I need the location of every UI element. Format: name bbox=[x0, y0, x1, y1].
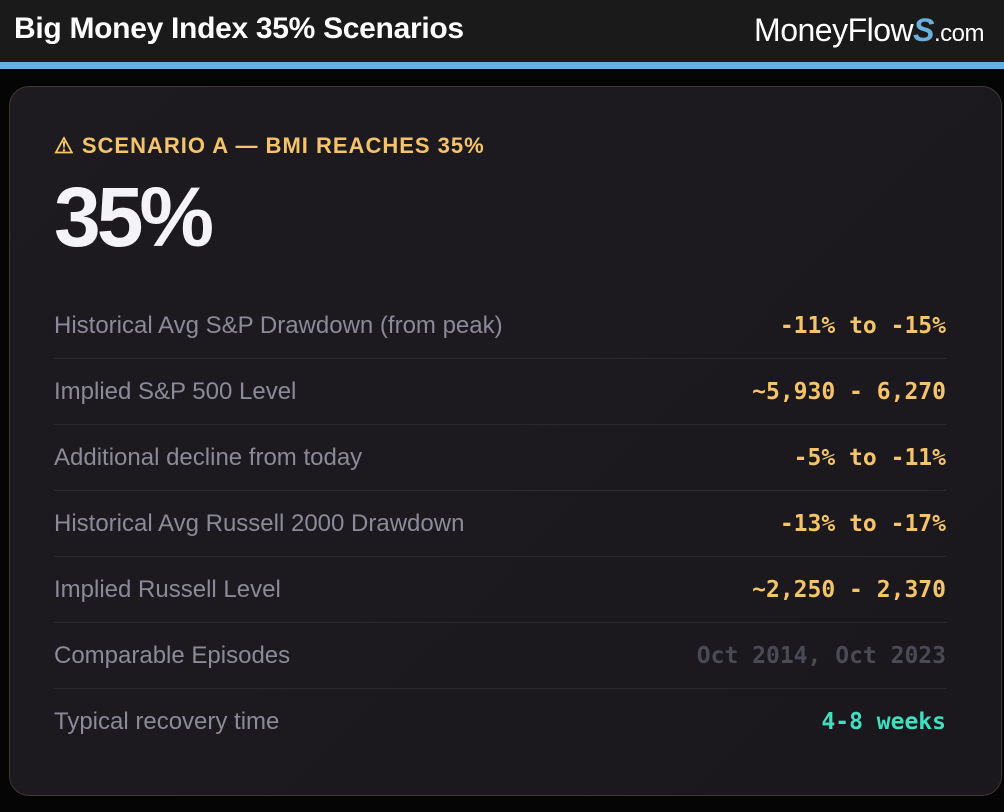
metric-row: Implied S&P 500 Level ~5,930 - 6,270 bbox=[54, 359, 946, 425]
bmi-level-value: 35% bbox=[54, 170, 214, 264]
scenario-label: ⚠ SCENARIO A — BMI REACHES 35% bbox=[54, 133, 485, 158]
logo-suffix: .com bbox=[933, 20, 985, 47]
metric-value: -13% to -17% bbox=[779, 510, 946, 537]
metric-value: 4-8 weeks bbox=[821, 709, 946, 735]
metric-row: Historical Avg Russell 2000 Drawdown -13%… bbox=[54, 491, 946, 557]
metric-label: Comparable Episodes bbox=[54, 641, 291, 669]
metric-row: Comparable Episodes Oct 2014, Oct 2023 bbox=[54, 623, 946, 689]
metric-value: ~5,930 - 6,270 bbox=[752, 378, 946, 405]
logo-s-mark: S bbox=[913, 12, 934, 48]
header: Big Money Index 35% Scenarios MoneyFlowS… bbox=[0, 0, 1004, 62]
logo-text: MoneyFlow bbox=[754, 12, 914, 48]
scenario-card: ⚠ SCENARIO A — BMI REACHES 35% 35% Histo… bbox=[9, 86, 1002, 796]
page-title: Big Money Index 35% Scenarios bbox=[14, 12, 464, 45]
header-accent-bar bbox=[0, 62, 1004, 69]
metric-row: Implied Russell Level ~2,250 - 2,370 bbox=[54, 557, 946, 623]
moneyflows-logo: MoneyFlowS.com bbox=[754, 12, 984, 49]
metric-label: Historical Avg S&P Drawdown (from peak) bbox=[54, 311, 503, 339]
metric-value: ~2,250 - 2,370 bbox=[752, 576, 946, 603]
metric-label: Implied Russell Level bbox=[54, 575, 281, 603]
metric-row: Additional decline from today -5% to -11% bbox=[54, 425, 946, 491]
metric-value: Oct 2014, Oct 2023 bbox=[696, 642, 946, 669]
scenario-metrics: Historical Avg S&P Drawdown (from peak) -… bbox=[54, 293, 946, 755]
metric-label: Additional decline from today bbox=[54, 443, 363, 471]
metric-label: Historical Avg Russell 2000 Drawdown bbox=[54, 509, 465, 537]
metric-row: Historical Avg S&P Drawdown (from peak) -… bbox=[54, 293, 946, 359]
metric-value: -11% to -15% bbox=[779, 312, 946, 339]
metric-value: -5% to -11% bbox=[793, 444, 946, 471]
metric-label: Typical recovery time bbox=[54, 708, 280, 735]
metric-label: Implied S&P 500 Level bbox=[54, 377, 297, 405]
metric-row: Typical recovery time 4-8 weeks bbox=[54, 689, 946, 755]
